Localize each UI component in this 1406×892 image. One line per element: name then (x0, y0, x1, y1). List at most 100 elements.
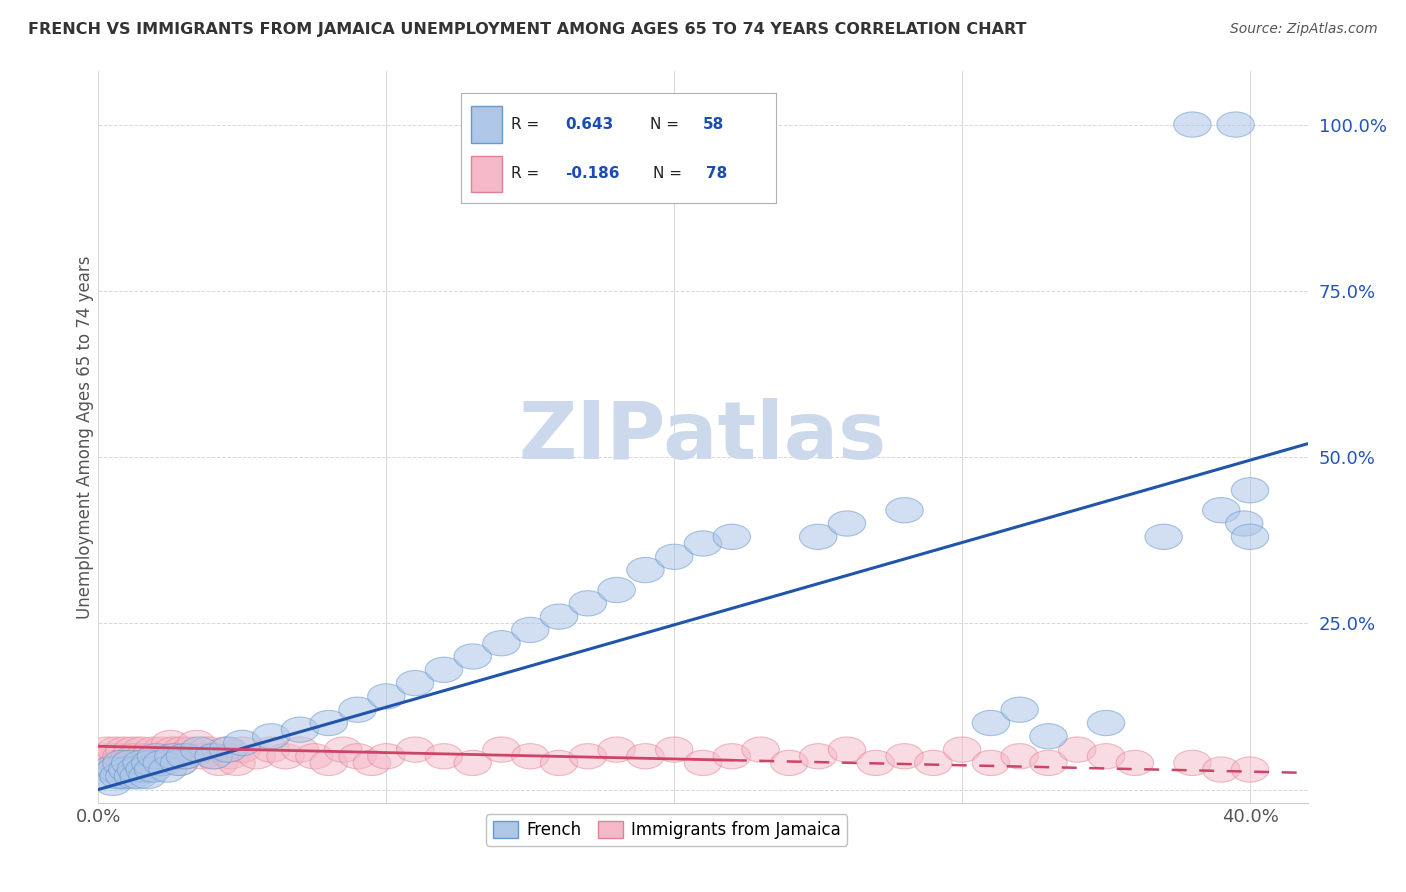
Ellipse shape (295, 744, 333, 769)
Ellipse shape (800, 744, 837, 769)
Ellipse shape (166, 744, 204, 769)
Ellipse shape (325, 737, 361, 763)
Ellipse shape (172, 737, 209, 763)
Ellipse shape (353, 750, 391, 775)
Ellipse shape (1232, 757, 1268, 782)
Ellipse shape (114, 737, 152, 763)
Ellipse shape (100, 764, 138, 789)
Ellipse shape (155, 744, 193, 769)
Ellipse shape (135, 757, 172, 782)
Ellipse shape (143, 750, 180, 775)
Ellipse shape (713, 744, 751, 769)
Ellipse shape (97, 757, 135, 782)
Ellipse shape (143, 737, 180, 763)
Text: ZIPatlas: ZIPatlas (519, 398, 887, 476)
Ellipse shape (1226, 511, 1263, 536)
Ellipse shape (111, 744, 149, 769)
Ellipse shape (163, 737, 201, 763)
Ellipse shape (195, 744, 232, 769)
Ellipse shape (482, 737, 520, 763)
Ellipse shape (267, 744, 304, 769)
Ellipse shape (311, 710, 347, 736)
Ellipse shape (1144, 524, 1182, 549)
Ellipse shape (105, 764, 143, 789)
Ellipse shape (454, 644, 492, 669)
Ellipse shape (157, 744, 195, 769)
Ellipse shape (943, 737, 981, 763)
Ellipse shape (86, 744, 122, 769)
Ellipse shape (569, 744, 606, 769)
Ellipse shape (425, 657, 463, 682)
Ellipse shape (152, 731, 190, 756)
Ellipse shape (180, 737, 218, 763)
Ellipse shape (396, 671, 434, 696)
Ellipse shape (540, 750, 578, 775)
Ellipse shape (339, 697, 377, 723)
Ellipse shape (685, 750, 721, 775)
Ellipse shape (108, 750, 146, 775)
Text: Source: ZipAtlas.com: Source: ZipAtlas.com (1230, 22, 1378, 37)
Ellipse shape (125, 757, 163, 782)
Ellipse shape (89, 737, 125, 763)
Ellipse shape (540, 604, 578, 629)
Ellipse shape (120, 750, 157, 775)
Ellipse shape (117, 744, 155, 769)
Ellipse shape (129, 750, 166, 775)
Ellipse shape (569, 591, 606, 616)
Ellipse shape (1087, 744, 1125, 769)
Ellipse shape (1116, 750, 1153, 775)
Ellipse shape (138, 750, 174, 775)
Ellipse shape (1001, 697, 1039, 723)
Ellipse shape (281, 717, 319, 742)
Ellipse shape (281, 737, 319, 763)
Ellipse shape (1059, 737, 1097, 763)
Ellipse shape (117, 757, 155, 782)
Ellipse shape (190, 737, 226, 763)
Ellipse shape (828, 511, 866, 536)
Ellipse shape (160, 750, 198, 775)
Ellipse shape (224, 737, 262, 763)
Ellipse shape (512, 617, 548, 642)
Ellipse shape (770, 750, 808, 775)
Ellipse shape (655, 544, 693, 569)
Ellipse shape (396, 737, 434, 763)
Ellipse shape (425, 744, 463, 769)
Ellipse shape (627, 744, 664, 769)
Ellipse shape (915, 750, 952, 775)
Ellipse shape (1029, 723, 1067, 749)
Ellipse shape (713, 524, 751, 549)
Ellipse shape (100, 750, 138, 775)
Ellipse shape (218, 750, 256, 775)
Ellipse shape (800, 524, 837, 549)
Ellipse shape (1174, 750, 1211, 775)
Ellipse shape (97, 737, 135, 763)
Ellipse shape (685, 531, 721, 556)
Ellipse shape (238, 744, 276, 769)
Ellipse shape (120, 764, 157, 789)
Ellipse shape (1232, 477, 1268, 503)
Ellipse shape (209, 737, 246, 763)
Ellipse shape (1029, 750, 1067, 775)
Ellipse shape (132, 750, 169, 775)
Ellipse shape (482, 631, 520, 656)
Ellipse shape (138, 744, 174, 769)
Ellipse shape (512, 744, 548, 769)
Ellipse shape (129, 764, 166, 789)
Ellipse shape (311, 750, 347, 775)
Ellipse shape (1087, 710, 1125, 736)
Ellipse shape (253, 737, 290, 763)
Ellipse shape (183, 744, 221, 769)
Ellipse shape (207, 737, 243, 763)
Ellipse shape (103, 750, 141, 775)
Ellipse shape (1202, 757, 1240, 782)
Ellipse shape (125, 744, 163, 769)
Ellipse shape (141, 744, 177, 769)
Ellipse shape (367, 684, 405, 709)
Ellipse shape (212, 744, 250, 769)
Ellipse shape (94, 770, 132, 796)
Ellipse shape (972, 750, 1010, 775)
Ellipse shape (111, 750, 149, 775)
Ellipse shape (598, 577, 636, 603)
Ellipse shape (858, 750, 894, 775)
Y-axis label: Unemployment Among Ages 65 to 74 years: Unemployment Among Ages 65 to 74 years (76, 255, 94, 619)
